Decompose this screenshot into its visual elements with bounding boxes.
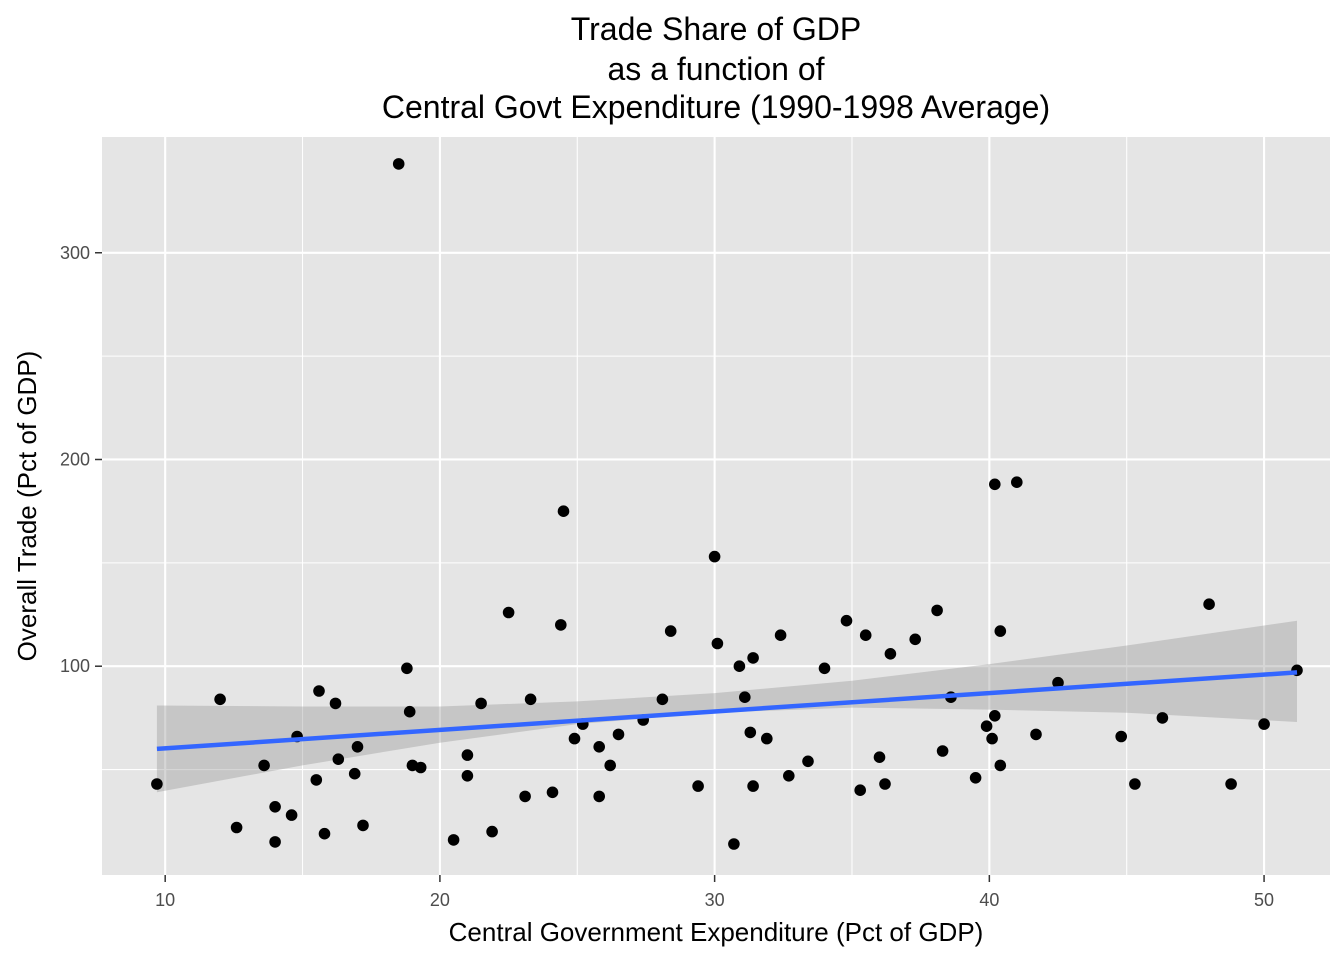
data-point [931,604,943,617]
data-point [329,697,342,710]
data-point [989,478,1001,491]
data-point [269,836,281,848]
data-point [1011,476,1023,489]
title-line-3: Central Govt Expenditure (1990-1998 Aver… [382,89,1050,125]
plot-panel [102,137,1330,875]
data-point [744,726,757,739]
data-point [447,834,460,846]
data-point [656,693,669,706]
data-point [1052,676,1064,689]
data-point [859,629,872,641]
x-tick-label: 50 [1254,890,1274,910]
data-point [1258,718,1270,730]
x-axis-title: Central Government Expenditure (Pct of G… [449,917,984,947]
data-point [557,505,570,517]
y-tick-label: 300 [60,243,90,263]
data-point [747,652,759,664]
regression-line [156,670,1298,752]
data-point [612,728,625,741]
data-point [692,780,704,792]
y-axis-title: Overall Trade (Pct of GDP) [12,351,42,662]
data-point [774,629,787,641]
data-point [1225,778,1237,790]
data-point [747,780,759,792]
data-point [909,633,921,646]
data-point [994,625,1007,637]
data-point [403,705,416,718]
data-point [475,697,487,710]
data-point [936,745,949,757]
data-point [986,732,998,745]
data-point [486,825,498,838]
title-line-2: as a function of [607,51,824,87]
data-point [873,751,886,763]
data-point [879,778,891,790]
data-point [351,741,364,753]
data-point [313,685,325,697]
major-gridlines [102,137,1330,875]
data-point [461,770,474,782]
data-point [818,662,831,675]
y-tick-label: 200 [60,449,90,469]
data-point [728,838,740,850]
data-point [1203,598,1215,610]
y-axis: 100 200 300 [60,243,102,676]
data-point [258,759,270,772]
data-point [230,821,243,834]
data-point [994,759,1007,772]
data-point [1115,730,1127,743]
y-tick-label: 100 [60,656,90,676]
data-point [285,809,298,821]
data-point [733,660,746,672]
data-point [1156,712,1169,724]
data-point [783,770,795,782]
data-point [604,759,616,772]
data-point [461,749,474,761]
x-axis: 10 20 30 40 50 [155,875,1274,910]
data-point [392,158,405,170]
chart-title: Trade Share of GDP as a function of Cent… [382,11,1050,125]
data-point [854,784,866,796]
data-point [348,767,361,780]
data-point [555,619,567,631]
title-line-1: Trade Share of GDP [571,11,862,47]
data-point [151,778,163,790]
x-tick-label: 20 [430,890,450,910]
data-point [332,753,345,765]
data-point [761,732,773,745]
data-point [1030,728,1042,741]
data-point [593,790,605,803]
x-tick-label: 30 [705,890,725,910]
data-point [1129,778,1141,790]
data-point [519,790,531,803]
data-point [214,693,226,706]
data-point [739,691,751,703]
data-point [802,755,814,768]
confidence-band [156,620,1297,793]
data-point [357,819,369,832]
data-point [969,772,982,784]
data-point [711,637,724,650]
data-point [546,786,559,799]
data-point [524,693,537,706]
data-point [414,761,427,774]
data-point [989,710,1001,722]
x-tick-label: 40 [979,890,999,910]
data-point [593,741,605,753]
data-point [884,648,897,660]
data-point [310,774,323,786]
data-point [269,801,281,813]
data-point [980,720,993,732]
x-tick-label: 10 [155,890,175,910]
data-point [568,732,581,745]
minor-gridlines [102,137,1330,875]
data-point [318,827,331,840]
data-point [401,662,413,675]
data-point [664,625,677,637]
data-point [840,614,853,627]
data-point [708,550,721,563]
data-point [502,606,515,619]
